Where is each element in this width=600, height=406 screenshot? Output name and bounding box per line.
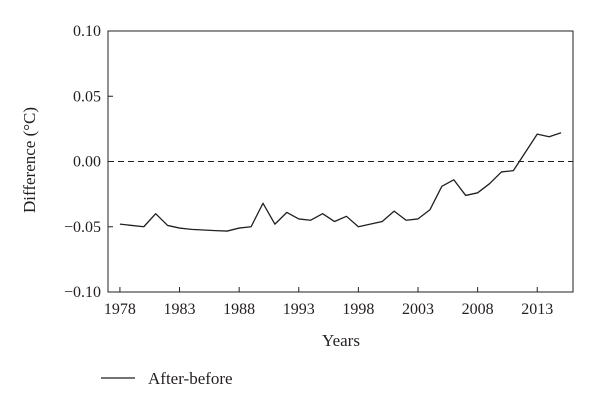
series-line-after-before: [119, 132, 562, 232]
y-axis-title: Difference (°C): [20, 107, 39, 213]
x-tick-label: 1998: [342, 301, 374, 318]
x-tick-label: 1978: [104, 301, 136, 318]
x-tick-label: 1988: [223, 301, 255, 318]
x-axis-title: Years: [322, 331, 360, 350]
ticks: −0.10 −0.05 0.00 0.05 0.10 1978 1983 1988 1993 19…: [64, 23, 553, 318]
legend: After-before: [101, 369, 233, 388]
y-tick-label: −0.05: [64, 219, 101, 236]
y-tick-label: 0.10: [73, 23, 101, 40]
x-tick-label: 2013: [521, 301, 553, 318]
y-tick-label: 0.05: [73, 88, 101, 105]
legend-label: After-before: [148, 369, 233, 388]
x-tick-label: 1993: [283, 301, 315, 318]
x-tick-label: 2008: [462, 301, 494, 318]
series-layer: [119, 132, 562, 232]
y-tick-label: −0.10: [64, 284, 101, 301]
x-tick-label: 2003: [402, 301, 434, 318]
x-tick-label: 1983: [164, 301, 196, 318]
y-tick-label: 0.00: [73, 154, 101, 171]
